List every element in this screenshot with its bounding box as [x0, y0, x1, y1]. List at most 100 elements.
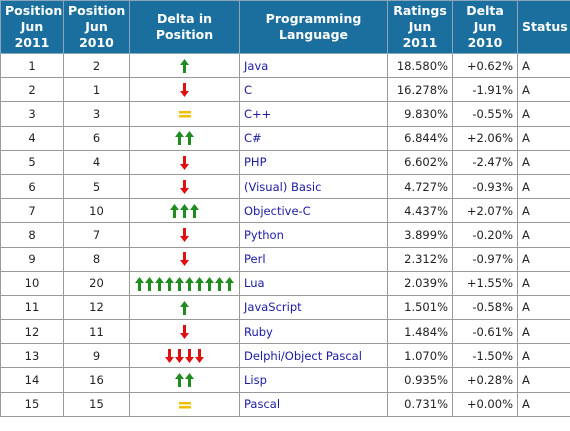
arrow-up-icon — [175, 373, 184, 388]
delta-position-cell — [129, 294, 240, 321]
status-cell: A — [517, 149, 570, 175]
arrow-up-icon — [180, 300, 189, 315]
status-cell: A — [517, 367, 570, 393]
language-link[interactable]: Python — [244, 227, 284, 242]
delta-position-cell — [129, 101, 240, 127]
delta-rating-cell: -0.93% — [452, 173, 518, 200]
delta-position-cell — [129, 52, 240, 79]
status-cell: A — [517, 343, 570, 369]
language-link[interactable]: Perl — [244, 252, 266, 267]
rating-cell: 4.727% — [387, 173, 453, 200]
delta-rating-cell: +2.06% — [452, 125, 518, 151]
position-2010-cell: 5 — [63, 173, 130, 200]
header-status: Status — [517, 0, 570, 54]
delta-position-cell — [129, 343, 240, 369]
rating-cell: 0.935% — [387, 367, 453, 393]
language-link[interactable]: Pascal — [244, 397, 281, 412]
status-cell: A — [517, 198, 570, 224]
delta-rating-cell: -2.47% — [452, 149, 518, 175]
language-cell: C++ — [239, 101, 388, 127]
arrow-down-icon — [185, 349, 194, 364]
status-cell: A — [517, 270, 570, 296]
status-cell: A — [517, 319, 570, 345]
status-cell: A — [517, 52, 570, 79]
position-2011-cell: 7 — [0, 198, 64, 224]
table-row: 6 5 (Visual) Basic 4.727% -0.93% A — [0, 173, 570, 200]
table-row: 1 2 Java 18.580% +0.62% A — [0, 52, 570, 79]
language-link[interactable]: Lua — [244, 276, 265, 291]
table-row: 11 12 JavaScript 1.501% -0.58% A — [0, 294, 570, 321]
header-row: Position Jun 2011 Position Jun 2010 Delta … — [0, 0, 570, 54]
language-cell: PHP — [239, 149, 388, 175]
arrow-down-icon — [180, 228, 189, 243]
language-link[interactable]: C# — [244, 131, 262, 146]
rating-cell: 0.731% — [387, 391, 453, 417]
position-2010-cell: 7 — [63, 222, 130, 248]
position-2010-cell: 6 — [63, 125, 130, 151]
position-2011-cell: 11 — [0, 294, 64, 321]
rating-cell: 1.501% — [387, 294, 453, 321]
language-cell: Objective-C — [239, 198, 388, 224]
rating-cell: 6.602% — [387, 149, 453, 175]
position-2010-cell: 1 — [63, 77, 130, 103]
status-cell: A — [517, 391, 570, 417]
delta-rating-cell: -1.50% — [452, 343, 518, 369]
delta-rating-cell: -0.20% — [452, 222, 518, 248]
position-2011-cell: 10 — [0, 270, 64, 296]
position-2010-cell: 9 — [63, 343, 130, 369]
arrow-down-icon — [165, 349, 174, 364]
position-2011-cell: 8 — [0, 222, 64, 248]
arrow-down-icon — [180, 83, 189, 98]
language-link[interactable]: Ruby — [244, 324, 273, 339]
language-cell: Ruby — [239, 319, 388, 345]
delta-position-cell — [129, 173, 240, 200]
position-2011-cell: 6 — [0, 173, 64, 200]
table-row: 3 3 C++ 9.830% -0.55% A — [0, 101, 570, 127]
arrow-down-icon — [180, 252, 189, 267]
position-2011-cell: 14 — [0, 367, 64, 393]
table-row: 13 9 Delphi/Object Pascal 1.070% -1.50% A — [0, 343, 570, 369]
rating-cell: 1.070% — [387, 343, 453, 369]
language-link[interactable]: JavaScript — [244, 300, 302, 315]
table-row: 2 1 C 16.278% -1.91% A — [0, 77, 570, 103]
language-link[interactable]: Delphi/Object Pascal — [244, 348, 362, 363]
header-position-2010: Position Jun 2010 — [63, 0, 130, 54]
arrow-down-icon — [175, 349, 184, 364]
header-delta: Delta Jun 2010 — [452, 0, 518, 54]
position-2010-cell: 20 — [63, 270, 130, 296]
table-row: 12 11 Ruby 1.484% -0.61% A — [0, 319, 570, 345]
arrow-down-icon — [195, 349, 204, 364]
rating-cell: 3.899% — [387, 222, 453, 248]
language-link[interactable]: PHP — [244, 155, 267, 170]
arrow-up-icon — [175, 276, 184, 291]
arrow-up-icon — [185, 276, 194, 291]
position-2010-cell: 4 — [63, 149, 130, 175]
delta-position-cell — [129, 391, 240, 417]
language-link[interactable]: Lisp — [244, 373, 267, 388]
language-cell: (Visual) Basic — [239, 173, 388, 200]
header-language: Programming Language — [239, 0, 388, 54]
position-2010-cell: 15 — [63, 391, 130, 417]
rating-cell: 9.830% — [387, 101, 453, 127]
position-2010-cell: 8 — [63, 246, 130, 272]
arrow-up-icon — [195, 276, 204, 291]
language-link[interactable]: C — [244, 82, 253, 97]
delta-rating-cell: +2.07% — [452, 198, 518, 224]
language-link[interactable]: (Visual) Basic — [244, 179, 322, 194]
position-2011-cell: 12 — [0, 319, 64, 345]
language-link[interactable]: Java — [244, 58, 269, 73]
arrow-up-icon — [225, 276, 234, 291]
position-2011-cell: 4 — [0, 125, 64, 151]
delta-rating-cell: +1.55% — [452, 270, 518, 296]
equal-icon — [178, 111, 191, 118]
arrow-up-icon — [175, 131, 184, 146]
language-link[interactable]: Objective-C — [244, 203, 311, 218]
delta-rating-cell: -0.97% — [452, 246, 518, 272]
status-cell: A — [517, 246, 570, 272]
language-link[interactable]: C++ — [244, 106, 272, 121]
arrow-up-icon — [180, 58, 189, 73]
table-body: 1 2 Java 18.580% +0.62% A 2 1 C 16.278% -1.91% A 3 3 C… — [0, 52, 570, 417]
arrow-up-icon — [165, 276, 174, 291]
rating-cell: 18.580% — [387, 52, 453, 79]
table-row: 4 6 C# 6.844% +2.06% A — [0, 125, 570, 151]
